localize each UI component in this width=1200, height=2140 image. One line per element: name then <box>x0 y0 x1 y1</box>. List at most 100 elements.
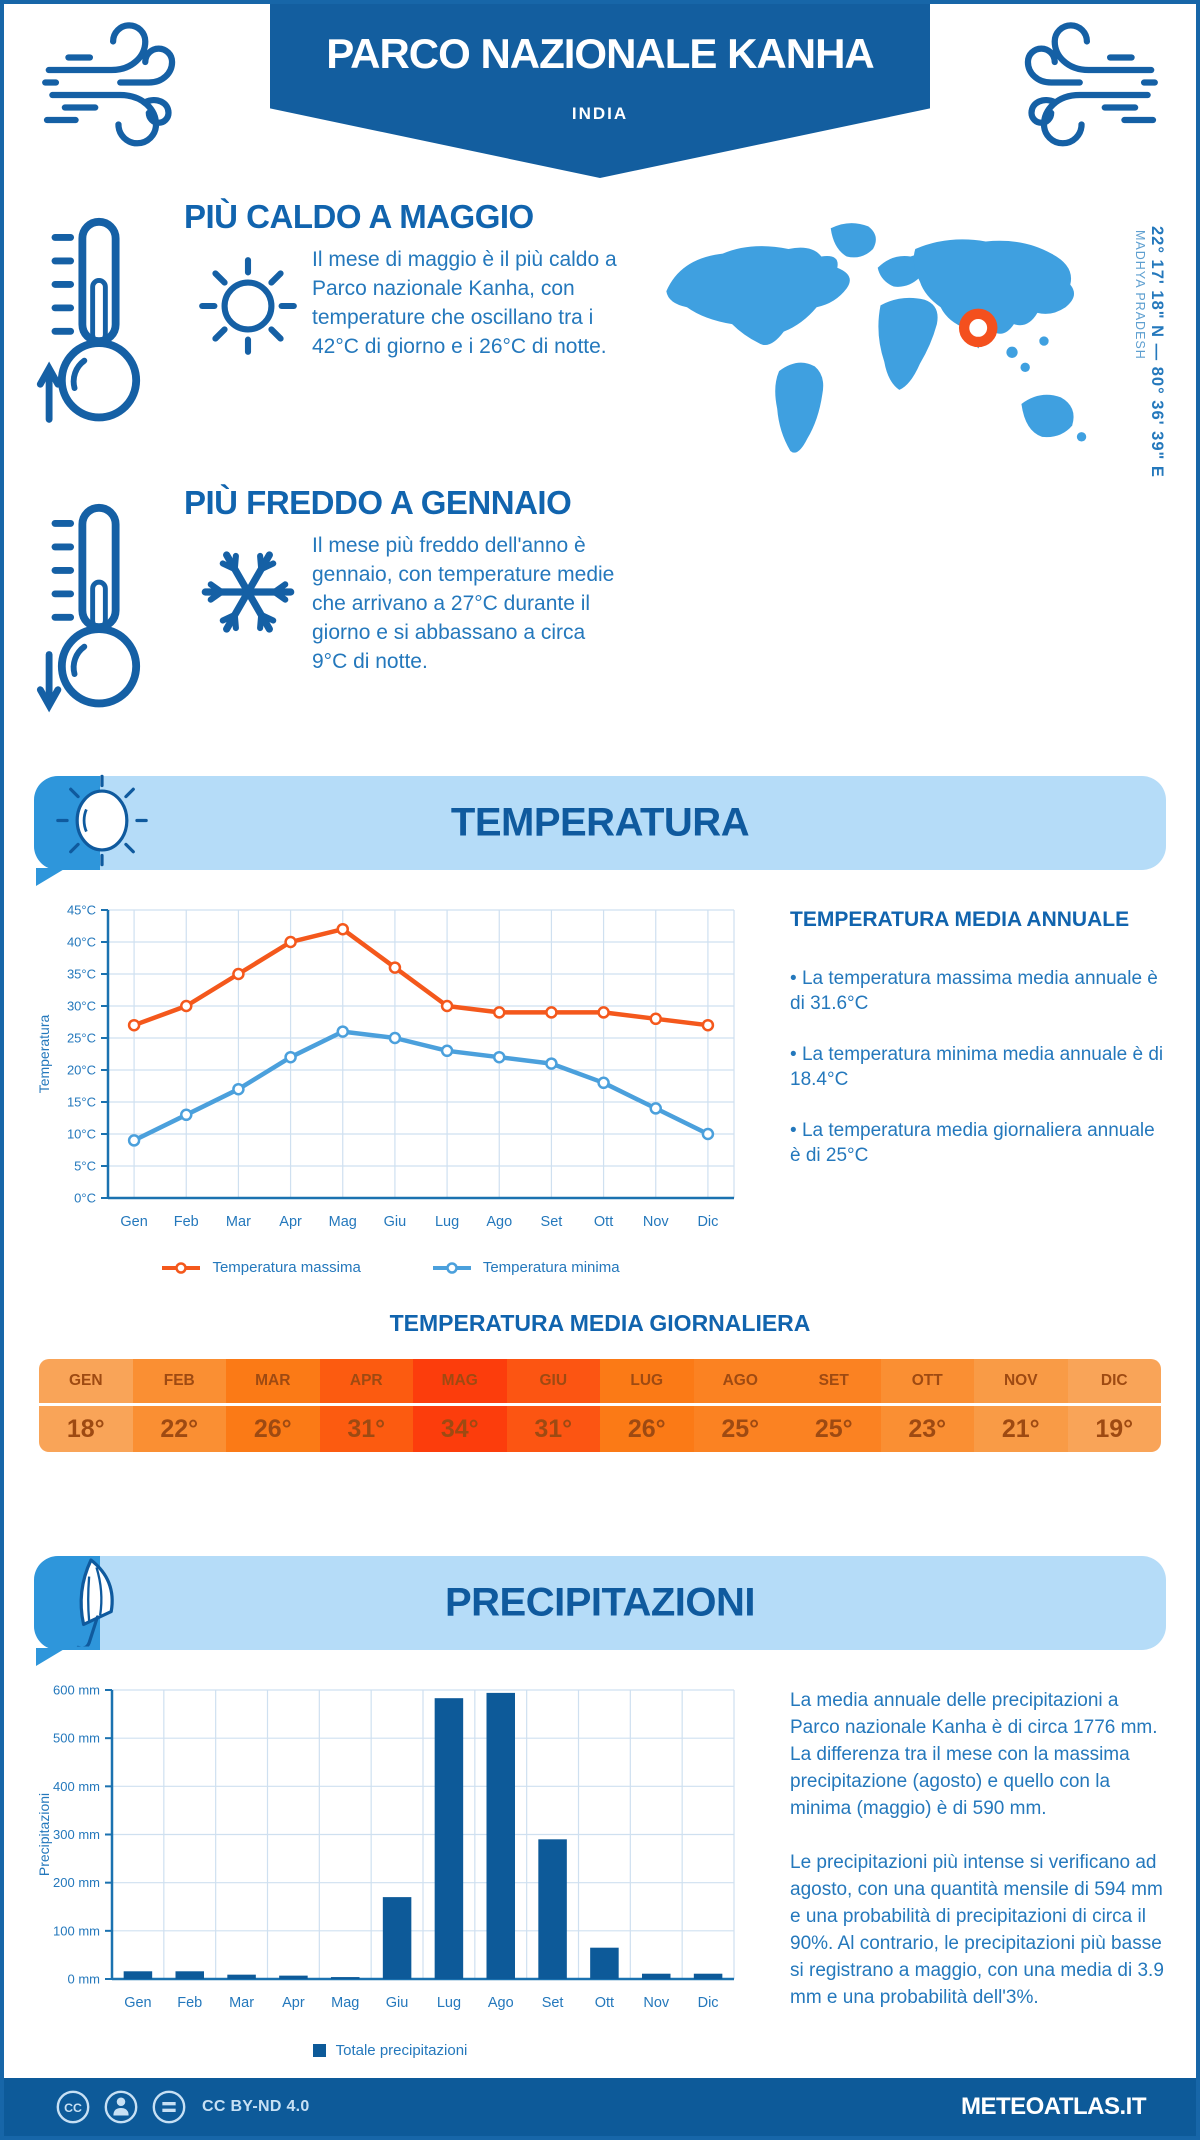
page-subtitle: INDIA <box>571 104 629 123</box>
coordinates-text: 22° 17' 18" N — 80° 36' 39" E <box>1148 226 1166 478</box>
thermometer-up-icon <box>34 192 184 442</box>
svg-text:CC: CC <box>64 2101 82 2115</box>
hottest-title: PIÙ CALDO A MAGGIO <box>184 198 534 235</box>
bar-Mar <box>227 1974 256 1979</box>
bar-Feb <box>175 1971 205 1979</box>
legend-item: Totale precipitazioni <box>312 2042 467 2059</box>
temp-table-cell: GIU <box>506 1359 600 1406</box>
svg-text:Mag: Mag <box>329 1214 357 1230</box>
temp-table-cell: 25° <box>693 1406 787 1452</box>
coldest-title: PIÙ FREDDO A GENNAIO <box>184 484 572 521</box>
temp-table-column: NOV 21° <box>974 1359 1068 1452</box>
precipitation-chart-row: 0 mm 100 mm 200 mm 300 mm 400 mm 500 mm 600 mm… <box>4 1650 1196 2060</box>
svg-text:Lug: Lug <box>435 1214 459 1230</box>
bar-Lug <box>434 1698 464 1979</box>
precipitation-paragraph: La media annuale delle precipitazioni a … <box>790 1690 1158 1819</box>
temp-table-cell: DIC <box>1067 1359 1161 1406</box>
svg-text:Temperatura: Temperatura <box>36 1014 52 1093</box>
temp-table-column: AGO 25° <box>693 1359 787 1452</box>
svg-text:Feb: Feb <box>177 1995 202 2011</box>
precipitation-summary: La media annuale delle precipitazioni a … <box>746 1676 1166 2059</box>
daily-temperature-table: GEN 18° FEB 22° MAR 26° APR 31° MAG 34° GIU 31° LUG 2… <box>39 1359 1161 1452</box>
svg-text:Gen: Gen <box>120 1214 147 1230</box>
coldest-text: Il mese più freddo dell'anno è gennaio, … <box>312 534 615 673</box>
temp-table-column: MAR 26° <box>226 1359 320 1452</box>
header: PARCO NAZIONALE KANHA INDIA <box>4 4 1196 178</box>
person-icon <box>104 2090 138 2124</box>
svg-text:Ott: Ott <box>594 1214 613 1230</box>
svg-text:Precipitazioni: Precipitazioni <box>36 1793 52 1876</box>
svg-text:100 mm: 100 mm <box>53 1923 100 1938</box>
temperature-chart-row: 0°C 5°C 10°C 15°C 20°C 25°C 30°C 35°C 40°C 45°C Te… <box>4 870 1196 1277</box>
brand-text: METEOATLAS.IT <box>960 2093 1147 2120</box>
temperature-section-title: TEMPERATURA <box>450 800 750 845</box>
temperature-chart-legend: Temperatura massima Temperatura minima <box>34 1259 746 1276</box>
precipitation-banner: PRECIPITAZIONI <box>34 1556 1166 1650</box>
wind-icon <box>42 22 176 147</box>
hottest-text: Il mese di maggio è il più caldo a Parco… <box>312 248 617 358</box>
svg-text:Ott: Ott <box>595 1995 614 2011</box>
daily-table-title: TEMPERATURA MEDIA GIORNALIERA <box>389 1310 811 1336</box>
svg-text:30°C: 30°C <box>67 999 96 1014</box>
svg-text:Nov: Nov <box>643 1214 670 1230</box>
temp-table-column: APR 31° <box>319 1359 413 1452</box>
svg-text:Giu: Giu <box>386 1995 409 2011</box>
bar-Ott <box>590 1947 619 1979</box>
cc-icon: CC <box>56 2090 90 2124</box>
svg-text:Mag: Mag <box>331 1995 359 2011</box>
precipitation-paragraph: Le precipitazioni più intense si verific… <box>790 1851 1164 2008</box>
temp-table-cell: 22° <box>132 1406 226 1452</box>
bar-Dic <box>693 1973 723 1979</box>
map-column: 22° 17' 18" N — 80° 36' 39" E MADHYA PRA… <box>626 192 1166 728</box>
temp-table-cell: 26° <box>600 1406 694 1452</box>
temp-table-column: MAG 34° <box>413 1359 507 1452</box>
equals-icon <box>152 2090 186 2124</box>
precipitation-chart-block: 0 mm 100 mm 200 mm 300 mm 400 mm 500 mm 600 mm… <box>34 1676 746 2059</box>
temp-table-cell: 18° <box>39 1406 133 1452</box>
thermometer-down-icon <box>34 478 184 728</box>
svg-text:Mar: Mar <box>226 1214 251 1230</box>
facts-column: PIÙ CALDO A MAGGIO Il mese di maggio <box>34 192 626 728</box>
annual-summary: TEMPERATURA MEDIA ANNUALE La temperatura… <box>746 896 1166 1276</box>
svg-text:400 mm: 400 mm <box>53 1779 100 1794</box>
bar-Apr <box>279 1975 308 1979</box>
sun-banner-icon <box>56 774 148 872</box>
temp-table-cell: 19° <box>1067 1406 1161 1452</box>
precipitation-bar-chart: 0 mm 100 mm 200 mm 300 mm 400 mm 500 mm 600 mm… <box>36 1683 735 2011</box>
svg-text:200 mm: 200 mm <box>53 1875 100 1890</box>
svg-text:Ago: Ago <box>486 1214 512 1230</box>
annual-title: TEMPERATURA MEDIA ANNUALE <box>790 908 1130 931</box>
hottest-fact: PIÙ CALDO A MAGGIO Il mese di maggio <box>34 192 626 442</box>
world-map <box>666 223 1087 453</box>
svg-text:600 mm: 600 mm <box>53 1683 100 1698</box>
location-marker <box>958 308 998 348</box>
svg-text:Apr: Apr <box>279 1214 302 1230</box>
temp-table-cell: MAG <box>413 1359 507 1406</box>
hottest-body: PIÙ CALDO A MAGGIO Il mese di maggio <box>184 192 626 442</box>
temp-table-column: GIU 31° <box>506 1359 600 1452</box>
bar-Ago <box>486 1692 516 1979</box>
svg-text:20°C: 20°C <box>67 1063 96 1078</box>
temp-table-cell: MAR <box>226 1359 320 1406</box>
temp-table-cell: 23° <box>880 1406 974 1452</box>
footer: CC CC BY-ND 4.0 METEOATLAS.IT <box>4 2078 1196 2136</box>
svg-text:Set: Set <box>541 1214 563 1230</box>
svg-text:35°C: 35°C <box>67 967 96 982</box>
svg-text:0 mm: 0 mm <box>68 1972 101 1987</box>
svg-text:300 mm: 300 mm <box>53 1827 100 1842</box>
annual-bullet: La temperatura minima media annuale è di… <box>790 1042 1166 1092</box>
svg-text:Lug: Lug <box>437 1995 461 2011</box>
svg-text:Dic: Dic <box>697 1214 718 1230</box>
page-title: PARCO NAZIONALE KANHA <box>326 30 875 77</box>
svg-text:25°C: 25°C <box>67 1031 96 1046</box>
svg-text:Apr: Apr <box>282 1995 305 2011</box>
temp-table-column: OTT 23° <box>880 1359 974 1452</box>
svg-text:40°C: 40°C <box>67 935 96 950</box>
temp-table-column: SET 25° <box>787 1359 881 1452</box>
bar-Mag <box>330 1977 360 1979</box>
temp-table-cell: APR <box>319 1359 413 1406</box>
title-banner: PARCO NAZIONALE KANHA INDIA <box>270 4 930 178</box>
temp-table-cell: OTT <box>880 1359 974 1406</box>
snowflake-icon <box>184 526 312 653</box>
temp-table-column: DIC 19° <box>1067 1359 1161 1452</box>
